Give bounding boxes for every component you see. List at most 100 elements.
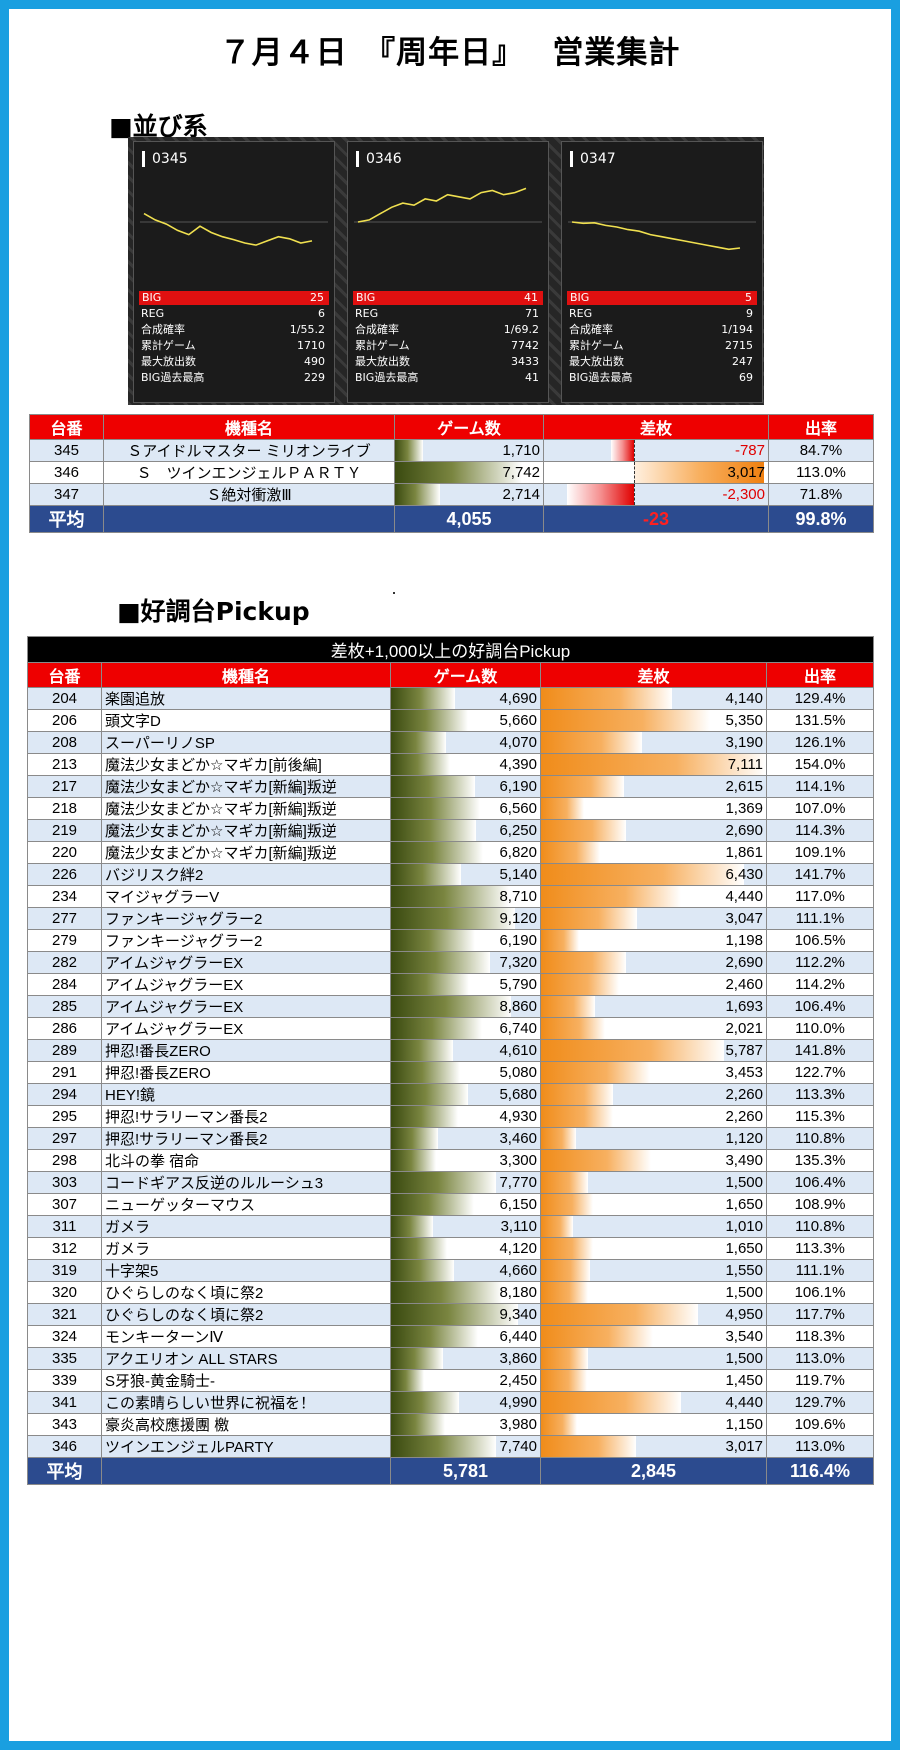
table-row: 311 ガメラ 3,110 1,010 110.8% xyxy=(27,1215,875,1238)
games-value: 8,180 xyxy=(499,1284,537,1301)
games-bar xyxy=(391,1348,444,1369)
chart-stat-label: 最大放出数 xyxy=(141,355,196,368)
games-cell: 5,680 xyxy=(390,1083,541,1106)
diff-bar xyxy=(541,1370,587,1391)
average-diff: 2,845 xyxy=(540,1457,767,1485)
diff-cell: 5,787 xyxy=(540,1039,767,1062)
games-value: 4,120 xyxy=(499,1240,537,1257)
machine-no: 204 xyxy=(27,687,102,710)
diff-value: 1,369 xyxy=(725,800,763,817)
machine-no: 220 xyxy=(27,841,102,864)
diff-bar xyxy=(541,842,600,863)
diff-bar xyxy=(541,1128,577,1149)
games-value: 5,680 xyxy=(499,1086,537,1103)
games-bar xyxy=(391,754,451,775)
rate-value: 129.7% xyxy=(765,1391,875,1414)
diff-value: 1,120 xyxy=(725,1130,763,1147)
diff-bar xyxy=(541,1414,578,1435)
games-cell: 8,860 xyxy=(390,995,541,1018)
diff-bar xyxy=(541,886,682,907)
games-value: 4,690 xyxy=(499,690,537,707)
games-cell: 7,742 xyxy=(394,461,544,484)
machine-name: バジリスク絆2 xyxy=(101,863,391,886)
games-cell: 9,120 xyxy=(390,907,541,930)
chart-id: 0347 xyxy=(570,151,616,167)
chart-stat-label: BIG過去最高 xyxy=(141,371,205,384)
table-row: 204 楽園追放 4,690 4,140 129.4% xyxy=(27,687,875,710)
machine-name: アイムジャグラーEX xyxy=(101,995,391,1018)
machine-no: 213 xyxy=(27,753,102,776)
diff-bar xyxy=(541,908,638,929)
rate-value: 114.3% xyxy=(765,819,875,842)
rate-value: 106.5% xyxy=(765,929,875,952)
machine-name: モンキーターンⅣ xyxy=(101,1325,391,1348)
diff-value: 2,690 xyxy=(725,954,763,971)
games-value: 7,770 xyxy=(499,1174,537,1191)
games-cell: 7,770 xyxy=(390,1171,541,1194)
games-value: 4,070 xyxy=(499,734,537,751)
rate-value: 84.7% xyxy=(768,439,874,462)
diff-bar xyxy=(541,1238,594,1259)
games-value: 9,340 xyxy=(499,1306,537,1323)
table-row: 218 魔法少女まどか☆マギカ[新編]叛逆 6,560 1,369 107.0% xyxy=(27,797,875,820)
games-value: 3,460 xyxy=(499,1130,537,1147)
machine-no: 219 xyxy=(27,819,102,842)
table-row: 341 この素晴らしい世界に祝福を！ 4,990 4,440 129.7% xyxy=(27,1391,875,1414)
table-row: 279 ファンキージャグラー2 6,190 1,198 106.5% xyxy=(27,929,875,952)
games-bar xyxy=(395,440,424,461)
chart-stat-label: REG xyxy=(355,307,379,320)
average-blank xyxy=(101,1457,391,1485)
header-machine-no: 台番 xyxy=(27,662,102,688)
games-bar xyxy=(391,688,455,709)
diff-bar xyxy=(541,1216,573,1237)
machine-name: 押忍!番長ZERO xyxy=(101,1039,391,1062)
diff-value: 1,500 xyxy=(725,1174,763,1191)
average-label: 平均 xyxy=(27,1457,102,1485)
rate-value: 119.7% xyxy=(765,1369,875,1392)
diff-value: -2,300 xyxy=(722,486,765,503)
average-row: 平均 5,781 2,845 116.4% xyxy=(27,1457,875,1485)
games-bar xyxy=(395,484,440,505)
rate-value: 106.4% xyxy=(765,1171,875,1194)
chart-stat-value: 6 xyxy=(318,307,325,320)
rate-value: 109.1% xyxy=(765,841,875,864)
table-row: 319 十字架5 4,660 1,550 111.1% xyxy=(27,1259,875,1282)
games-bar xyxy=(391,1370,425,1391)
chart-big-value: 5 xyxy=(745,291,752,304)
machine-name: ニューゲッターマウス xyxy=(101,1193,391,1216)
table-row: 343 豪炎高校應援團 檄 3,980 1,150 109.6% xyxy=(27,1413,875,1436)
chart-stat-value: 2715 xyxy=(725,339,753,352)
diff-value: 1,198 xyxy=(725,932,763,949)
machine-no: 282 xyxy=(27,951,102,974)
table-row: 346 ツインエンジェルPARTY 7,740 3,017 113.0% xyxy=(27,1435,875,1458)
games-cell: 3,980 xyxy=(390,1413,541,1436)
games-value: 5,790 xyxy=(499,976,537,993)
chart-stat-max_payout: 最大放出数 490 xyxy=(141,354,325,370)
games-cell: 6,560 xyxy=(390,797,541,820)
machine-name: アイムジャグラーEX xyxy=(101,1017,391,1040)
diff-bar xyxy=(541,1084,613,1105)
machine-no: 208 xyxy=(27,731,102,754)
games-value: 4,610 xyxy=(499,1042,537,1059)
games-value: 5,660 xyxy=(499,712,537,729)
machine-no: 335 xyxy=(27,1347,102,1370)
games-bar xyxy=(391,1326,479,1347)
chart-stat-value: 7742 xyxy=(511,339,539,352)
diff-cell: 2,690 xyxy=(540,951,767,974)
rate-value: 107.0% xyxy=(765,797,875,820)
pickup-caption: 差枚+1,000以上の好調台Pickup xyxy=(26,636,875,663)
average-row: 平均 4,055 -23 99.8% xyxy=(29,505,874,533)
games-value: 3,300 xyxy=(499,1152,537,1169)
diff-bar xyxy=(541,1018,605,1039)
machine-no: 291 xyxy=(27,1061,102,1084)
diff-cell: 1,198 xyxy=(540,929,767,952)
diff-bar xyxy=(541,820,627,841)
diff-cell: 2,460 xyxy=(540,973,767,996)
machine-name: ひぐらしのなく頃に祭2 xyxy=(101,1281,391,1304)
table-row: 320 ひぐらしのなく頃に祭2 8,180 1,500 106.1% xyxy=(27,1281,875,1304)
diff-value: 3,047 xyxy=(725,910,763,927)
diff-value: 5,787 xyxy=(725,1042,763,1059)
rate-value: 113.3% xyxy=(765,1083,875,1106)
diff-value: 1,650 xyxy=(725,1196,763,1213)
